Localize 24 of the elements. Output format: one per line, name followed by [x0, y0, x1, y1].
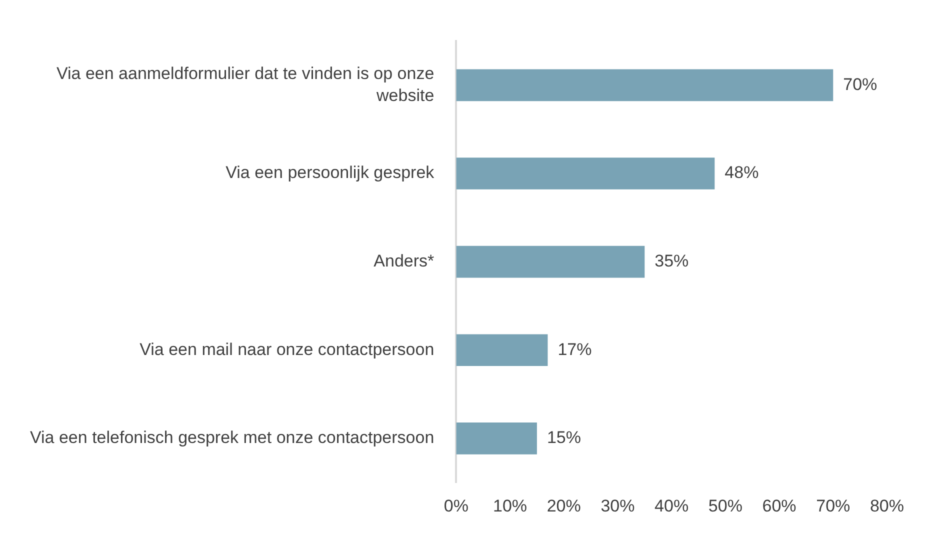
y-tick-label: Anders*	[374, 252, 435, 271]
x-tick-label: 0%	[444, 496, 468, 516]
bar	[456, 334, 548, 366]
x-tick-label: 20%	[546, 496, 581, 516]
data-label: 70%	[843, 74, 878, 94]
x-tick-label: 40%	[654, 496, 689, 516]
bar	[456, 158, 715, 190]
x-tick-label: 30%	[600, 496, 635, 516]
x-tick-label: 10%	[493, 496, 528, 516]
y-tick-label: Via een mail naar onze contactpersoon	[140, 340, 434, 359]
x-tick-label: 80%	[870, 496, 904, 516]
data-label: 15%	[546, 428, 581, 448]
x-tick-label: 50%	[708, 496, 742, 516]
bar	[456, 69, 834, 102]
x-tick-label: 60%	[762, 496, 796, 516]
y-tick-label: Via een telefonisch gesprek met onze contactpersoon	[30, 428, 434, 448]
y-tick-label: Via een persoonlijk gesprek	[226, 163, 435, 182]
bar	[456, 246, 645, 278]
data-label: 35%	[654, 252, 689, 271]
data-label: 17%	[558, 340, 592, 359]
y-tick-label: Via een aanmeldformulier dat te vinden is op onze website	[56, 64, 434, 105]
x-tick-label: 70%	[816, 496, 850, 516]
bar	[456, 422, 537, 454]
data-label: 48%	[724, 163, 759, 182]
